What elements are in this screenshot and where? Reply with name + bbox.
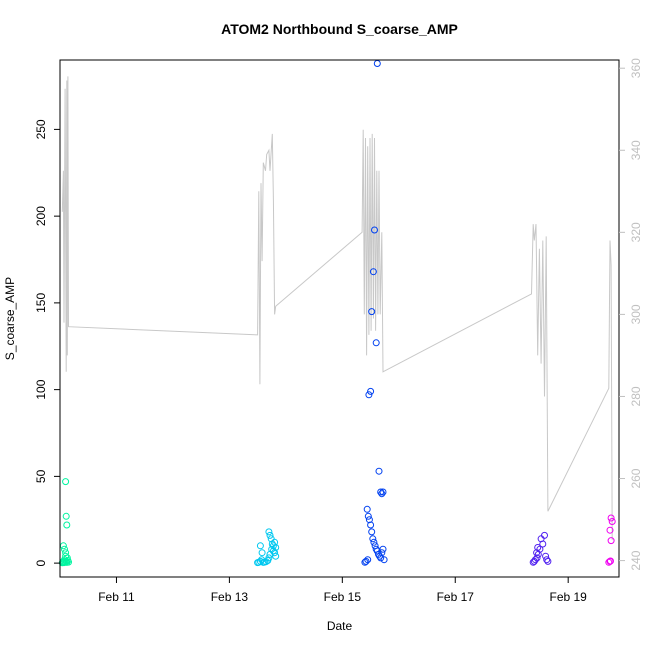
x-axis-label: Date bbox=[327, 619, 353, 633]
secondary-series-line bbox=[61, 76, 613, 541]
data-point bbox=[62, 478, 70, 486]
data-point bbox=[371, 226, 378, 234]
data-point bbox=[607, 537, 615, 545]
y2-tick-label: 340 bbox=[629, 140, 643, 160]
data-point bbox=[62, 512, 70, 520]
data-point bbox=[375, 467, 383, 475]
data-point bbox=[544, 557, 552, 565]
y2-tick-label: 300 bbox=[629, 304, 643, 324]
data-point bbox=[364, 556, 372, 564]
data-point bbox=[362, 557, 370, 565]
data-point bbox=[368, 308, 376, 316]
data-point bbox=[364, 512, 372, 520]
data-point bbox=[377, 488, 385, 496]
data-point bbox=[61, 545, 68, 553]
data-point bbox=[62, 549, 70, 557]
data-point bbox=[533, 549, 541, 557]
y-tick-label: 100 bbox=[34, 379, 48, 399]
y-tick-label: 0 bbox=[34, 559, 48, 566]
data-point bbox=[271, 549, 279, 557]
data-point bbox=[607, 514, 615, 522]
plot-frame bbox=[59, 59, 620, 578]
data-point bbox=[363, 505, 371, 513]
data-point bbox=[543, 556, 551, 564]
data-point bbox=[380, 556, 388, 564]
data-point bbox=[369, 535, 377, 543]
y2-tick-label: 360 bbox=[629, 58, 643, 78]
data-point bbox=[373, 60, 381, 67]
data-point bbox=[266, 531, 274, 539]
data-point bbox=[376, 552, 384, 560]
y2-tick-label: 260 bbox=[629, 468, 643, 488]
data-point bbox=[608, 518, 616, 525]
x-tick-label: Feb 15 bbox=[324, 590, 362, 604]
data-point bbox=[369, 268, 377, 276]
data-point bbox=[531, 556, 539, 564]
data-point bbox=[367, 387, 375, 395]
y2-tick-label: 320 bbox=[629, 222, 643, 242]
data-point bbox=[268, 540, 276, 548]
y-axis-label: S_coarse_AMP bbox=[3, 277, 17, 360]
x-tick-label: Feb 17 bbox=[437, 590, 475, 604]
x-tick-label: Feb 11 bbox=[98, 590, 135, 604]
data-point bbox=[377, 554, 385, 562]
data-point bbox=[379, 488, 387, 496]
data-point bbox=[605, 558, 613, 566]
data-point bbox=[367, 521, 375, 529]
y2-tick-label: 280 bbox=[629, 386, 643, 406]
y-tick-label: 200 bbox=[34, 206, 48, 226]
data-point bbox=[541, 531, 548, 539]
data-point bbox=[372, 339, 380, 347]
data-point bbox=[534, 544, 542, 551]
y-tick-label: 150 bbox=[34, 293, 48, 313]
x-tick-label: Feb 13 bbox=[211, 590, 249, 604]
data-point bbox=[606, 526, 614, 534]
data-point bbox=[256, 542, 264, 550]
data-point bbox=[533, 554, 541, 562]
data-point bbox=[365, 391, 373, 399]
data-point bbox=[370, 538, 378, 546]
data-point bbox=[267, 535, 275, 543]
chart-title: ATOM2 Northbound S_coarse_AMP bbox=[221, 21, 458, 37]
data-point bbox=[379, 545, 387, 553]
data-point bbox=[63, 521, 71, 529]
data-point bbox=[265, 554, 273, 562]
data-point bbox=[607, 557, 614, 565]
data-point bbox=[378, 549, 386, 557]
data-point bbox=[378, 490, 386, 498]
data-point bbox=[272, 552, 280, 560]
data-point bbox=[258, 549, 266, 557]
data-point bbox=[265, 528, 273, 536]
data-point bbox=[539, 540, 547, 548]
data-point bbox=[368, 528, 376, 536]
x-tick-label: Feb 19 bbox=[550, 590, 588, 604]
data-point bbox=[375, 550, 382, 558]
data-point bbox=[365, 516, 373, 524]
y-tick-label: 50 bbox=[34, 469, 48, 483]
y-tick-label: 250 bbox=[34, 119, 48, 139]
data-point bbox=[63, 558, 71, 566]
y2-tick-label: 240 bbox=[629, 550, 643, 570]
